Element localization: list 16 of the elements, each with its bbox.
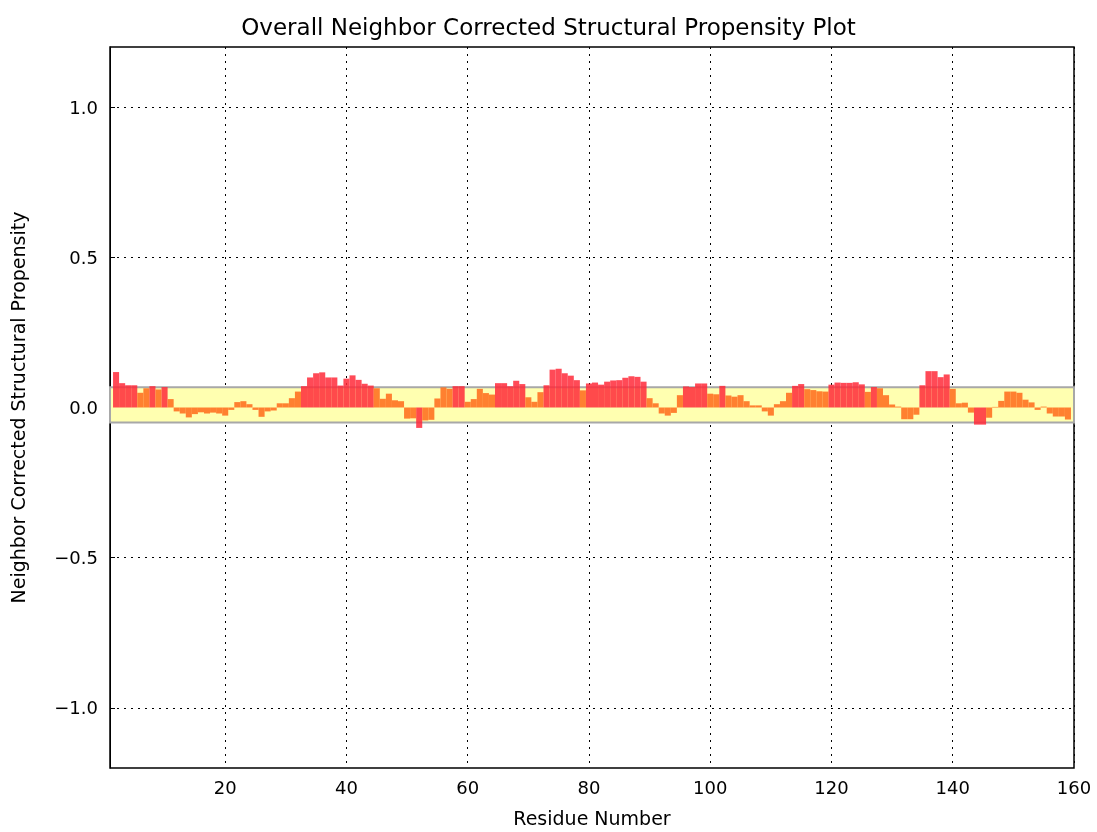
- x-tick-label: 80: [577, 776, 601, 798]
- x-axis-title: Residue Number: [513, 806, 671, 829]
- y-axis-title: Neighbor Corrected Structural Propensity: [6, 211, 29, 604]
- x-tick-label: 60: [456, 776, 480, 798]
- y-tick-label: 0.5: [69, 246, 98, 268]
- x-tick-label: 140: [935, 776, 970, 798]
- x-tick-label: 100: [693, 776, 728, 798]
- y-tick-label: −1.0: [54, 697, 98, 719]
- y-tick-label: −0.5: [54, 547, 98, 569]
- chart-title: Overall Neighbor Corrected Structural Propensity Plot: [241, 13, 856, 40]
- x-tick-label: 40: [335, 776, 358, 798]
- y-tick-label: 1.0: [69, 96, 98, 118]
- x-tick-label: 120: [814, 776, 849, 798]
- x-tick-label: 20: [213, 776, 237, 798]
- x-tick-label: 160: [1056, 776, 1092, 798]
- y-tick-label: 0.0: [69, 397, 98, 418]
